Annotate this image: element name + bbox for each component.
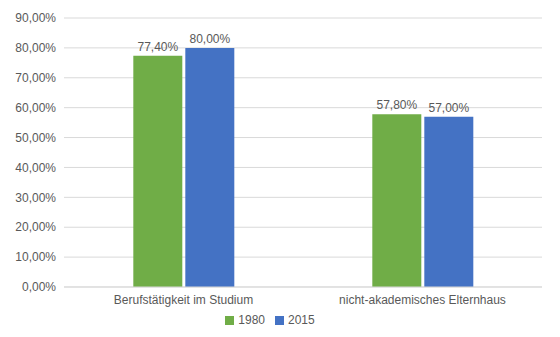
svg-text:nicht-akademisches Elternhaus: nicht-akademisches Elternhaus [339,293,506,307]
svg-text:77,40%: 77,40% [137,40,178,54]
svg-text:60,00%: 60,00% [15,101,56,115]
svg-text:50,00%: 50,00% [15,131,56,145]
svg-text:80,00%: 80,00% [15,41,56,55]
html-text:2015: 2015 [288,313,315,327]
svg-text:20,00%: 20,00% [15,220,56,234]
svg-text:57,80%: 57,80% [376,98,417,112]
svg-text:90,00%: 90,00% [15,11,56,25]
svg-text:30,00%: 30,00% [15,191,56,205]
html-text:1980: 1980 [238,313,265,327]
svg-text:70,00%: 70,00% [15,71,56,85]
svg-text:0,00%: 0,00% [22,280,56,294]
svg-text:Berufstätigkeit im Studium: Berufstätigkeit im Studium [114,293,253,307]
svg-text:10,00%: 10,00% [15,250,56,264]
svg-text:80,00%: 80,00% [189,32,230,46]
svg-text:57,00%: 57,00% [428,101,469,115]
svg-text:40,00%: 40,00% [15,161,56,175]
